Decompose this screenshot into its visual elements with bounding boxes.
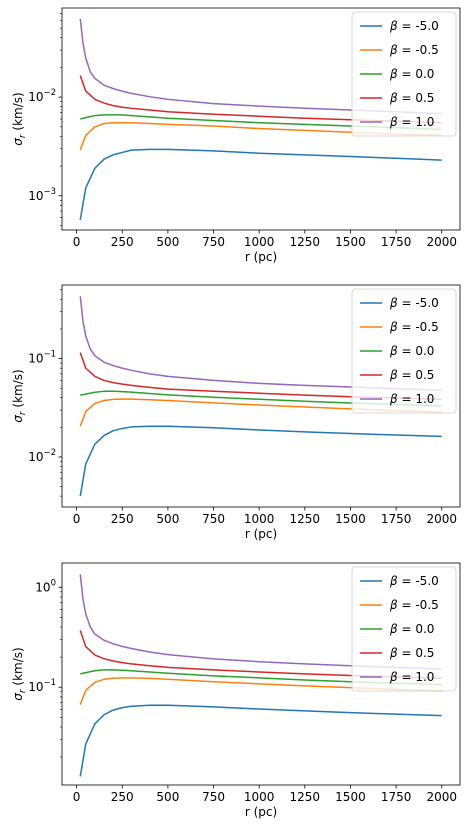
series-lines (79, 18, 442, 220)
y-tick-label: 10−1 (28, 678, 56, 694)
series-lines (79, 574, 442, 777)
x-tick-label: 500 (156, 512, 179, 526)
legend-entry: β = -5.0 (389, 296, 439, 310)
x-tick-label: 1000 (244, 790, 275, 804)
y-tick-label: 10−2 (28, 448, 56, 464)
legend-entry: β = 0.0 (389, 622, 434, 636)
x-axis-label: r (pc) (245, 250, 277, 264)
x-tick-label: 1000 (244, 512, 275, 526)
subplot-1: 0 250 500 750 1000 1250 1500 1750 2000 10−3 10−2 r … (11, 7, 461, 264)
x-tick-label: 0 (73, 235, 81, 249)
y-tick-label: 10−3 (28, 187, 56, 203)
axes-frame (61, 284, 461, 508)
legend-entry: β = -5.0 (389, 574, 439, 588)
series-line-4 (79, 630, 442, 679)
series-line-1 (79, 148, 442, 220)
y-axis-label: σr (km/s) (11, 92, 28, 145)
legend-entry: β = 1.0 (389, 392, 434, 406)
legend-entry: β = 0.0 (389, 67, 434, 81)
legend-entry: β = 0.5 (389, 368, 434, 382)
legend-box (351, 11, 457, 137)
x-tick-label: 500 (156, 790, 179, 804)
series-line-4 (79, 75, 442, 124)
legend-entry: β = 0.5 (389, 91, 434, 105)
legend-entry: β = -0.5 (389, 43, 439, 57)
y-axis-label: σr (km/s) (11, 647, 28, 700)
x-tick-label: 1250 (290, 235, 321, 249)
y-tick-label: 10−2 (28, 88, 56, 104)
legend-box (351, 288, 457, 414)
x-tick-label: 2000 (426, 512, 457, 526)
series-line-4 (79, 352, 442, 401)
legend-entry: β = -0.5 (389, 320, 439, 334)
x-tick-label: 1750 (381, 790, 412, 804)
legend-entry: β = 0.0 (389, 344, 434, 358)
series-line-5 (79, 574, 442, 670)
series-line-1 (79, 425, 442, 497)
y-tick-label: 10−1 (28, 350, 56, 366)
x-tick-label: 2000 (426, 235, 457, 249)
legend: β = -5.0 β = -0.5 β = 0.0 β = 0.5 β = 1.0 (351, 288, 457, 414)
series-line-5 (79, 296, 442, 392)
series-line-3 (80, 669, 442, 686)
x-axis-label: r (pc) (245, 527, 277, 541)
x-tick-label: 250 (111, 235, 134, 249)
legend-entry: β = -5.0 (389, 19, 439, 33)
series-line-3 (80, 114, 442, 131)
series-line-3 (80, 390, 442, 407)
y-tick-label: 100 (35, 578, 56, 594)
axes-frame (61, 562, 461, 786)
x-tick-label: 0 (73, 790, 81, 804)
legend: β = -5.0 β = -0.5 β = 0.0 β = 0.5 β = 1.0 (351, 566, 457, 692)
x-tick-label: 1000 (244, 235, 275, 249)
series-lines (79, 296, 442, 497)
x-tick-label: 1500 (335, 512, 366, 526)
x-tick-label: 750 (202, 235, 225, 249)
series-line-1 (79, 704, 442, 777)
legend-entry: β = 0.5 (389, 646, 434, 660)
legend-box (351, 566, 457, 692)
legend-entry: β = 1.0 (389, 115, 434, 129)
x-tick-label: 1500 (335, 790, 366, 804)
legend-entry: β = -0.5 (389, 598, 439, 612)
x-tick-label: 1250 (290, 790, 321, 804)
legend-entry: β = 1.0 (389, 670, 434, 684)
series-line-2 (79, 398, 442, 427)
legend: β = -5.0 β = -0.5 β = 0.0 β = 0.5 β = 1.0 (351, 11, 457, 137)
x-tick-label: 250 (111, 790, 134, 804)
x-tick-label: 2000 (426, 790, 457, 804)
x-axis-label: r (pc) (245, 805, 277, 819)
x-tick-label: 0 (73, 512, 81, 526)
series-line-2 (79, 121, 442, 151)
x-tick-label: 500 (156, 235, 179, 249)
subplot-2: 0 250 500 750 1000 1250 1500 1750 2000 10−2 10−1 r … (11, 284, 461, 541)
x-tick-label: 1250 (290, 512, 321, 526)
x-tick-label: 1750 (381, 235, 412, 249)
subplot-3: 0 250 500 750 1000 1250 1500 1750 2000 10−1 100 r (… (11, 562, 461, 819)
x-tick-label: 1500 (335, 235, 366, 249)
x-tick-label: 750 (202, 512, 225, 526)
y-axis-label: σr (km/s) (11, 369, 28, 422)
x-tick-label: 250 (111, 512, 134, 526)
series-line-5 (79, 18, 442, 115)
x-tick-label: 750 (202, 790, 225, 804)
series-line-2 (79, 677, 442, 705)
x-tick-label: 1750 (381, 512, 412, 526)
